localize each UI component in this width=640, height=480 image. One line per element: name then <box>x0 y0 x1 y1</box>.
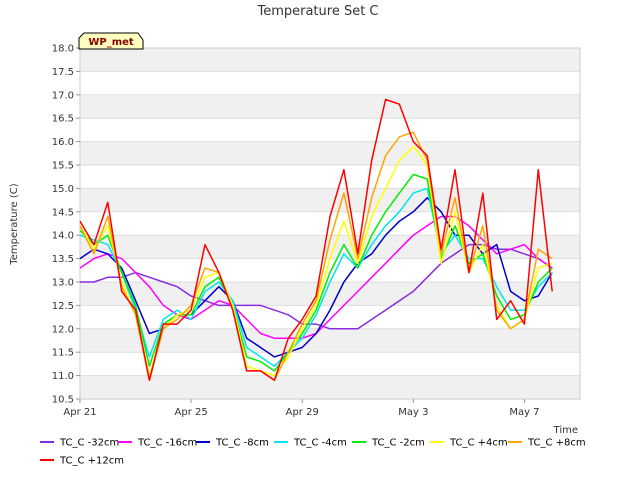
grid-band <box>80 211 580 236</box>
grid-band <box>80 48 580 72</box>
y-tick-label: 16.0 <box>52 137 74 148</box>
legend: TC_C -32cm TC_C -16cm TC_C -8cm TC_C -4cm TC… <box>40 438 586 467</box>
legend-label: TC_C -4cm <box>293 438 347 449</box>
grid-band <box>80 328 580 353</box>
y-tick-label: 13.5 <box>52 254 74 265</box>
y-tick-label: 17.5 <box>52 67 74 78</box>
grid-band <box>80 71 580 95</box>
series-line-tc-c-12cm <box>79 98 553 382</box>
x-tick-label: May 7 <box>509 407 539 418</box>
grid-band <box>80 352 580 376</box>
badge-label: WP_met <box>88 37 134 48</box>
y-tick-label: 16.5 <box>52 114 74 125</box>
grid-band <box>80 141 580 165</box>
x-tick-label: Apr 21 <box>63 407 96 418</box>
grid-band <box>80 188 580 212</box>
grid-band <box>80 235 580 259</box>
background-bands <box>80 48 580 400</box>
y-tick-label: 17.0 <box>52 90 74 101</box>
plot-area-frame <box>79 47 581 400</box>
y-tick-label: 12.5 <box>52 301 74 312</box>
grid-band <box>80 94 580 119</box>
y-axis-label: Temperature (C) <box>9 183 20 265</box>
x-tick-label: May 3 <box>398 407 428 418</box>
series-lines <box>79 98 553 382</box>
y-tick-label: 11.5 <box>52 348 74 359</box>
grid-band <box>80 118 580 142</box>
legend-label: TC_C -32cm <box>59 438 119 449</box>
grid-band <box>80 375 580 399</box>
x-tick-label: Apr 25 <box>175 407 208 418</box>
chart-title: Temperature Set C <box>256 4 378 19</box>
y-tick-label: 14.5 <box>52 207 74 218</box>
station-badge: WP_met <box>78 32 144 50</box>
series-line-tc-c-2cm <box>79 173 553 372</box>
badge-shape <box>78 32 144 50</box>
grid-band <box>80 305 580 329</box>
x-axis-label: Time <box>553 425 578 436</box>
y-axis-ticks: 10.5 11.0 11.5 12.0 12.5 13.0 13.5 14.0 14.5 15.0… <box>52 44 80 406</box>
y-tick-label: 11.0 <box>52 371 74 382</box>
series-line-tc-c-8cm <box>79 131 553 382</box>
legend-label: TC_C -2cm <box>371 438 425 449</box>
grid-band <box>80 165 580 189</box>
legend-label: TC_C +8cm <box>527 438 586 449</box>
y-tick-label: 10.5 <box>52 395 74 406</box>
grid-band <box>80 258 580 282</box>
y-tick-label: 13.0 <box>52 278 74 289</box>
x-axis-ticks: Apr 21 Apr 25 Apr 29 May 3 May 7 <box>63 399 540 418</box>
y-tick-label: 12.0 <box>52 324 74 335</box>
y-tick-label: 14.0 <box>52 231 74 242</box>
legend-label: TC_C -16cm <box>137 438 197 449</box>
x-tick-label: Apr 29 <box>286 407 319 418</box>
legend-label: TC_C -8cm <box>215 438 269 449</box>
legend-label: TC_C +12cm <box>59 456 124 467</box>
y-tick-label: 15.5 <box>52 161 74 172</box>
y-tick-label: 18.0 <box>52 44 74 55</box>
legend-label: TC_C +4cm <box>449 438 508 449</box>
y-tick-label: 15.0 <box>52 184 74 195</box>
